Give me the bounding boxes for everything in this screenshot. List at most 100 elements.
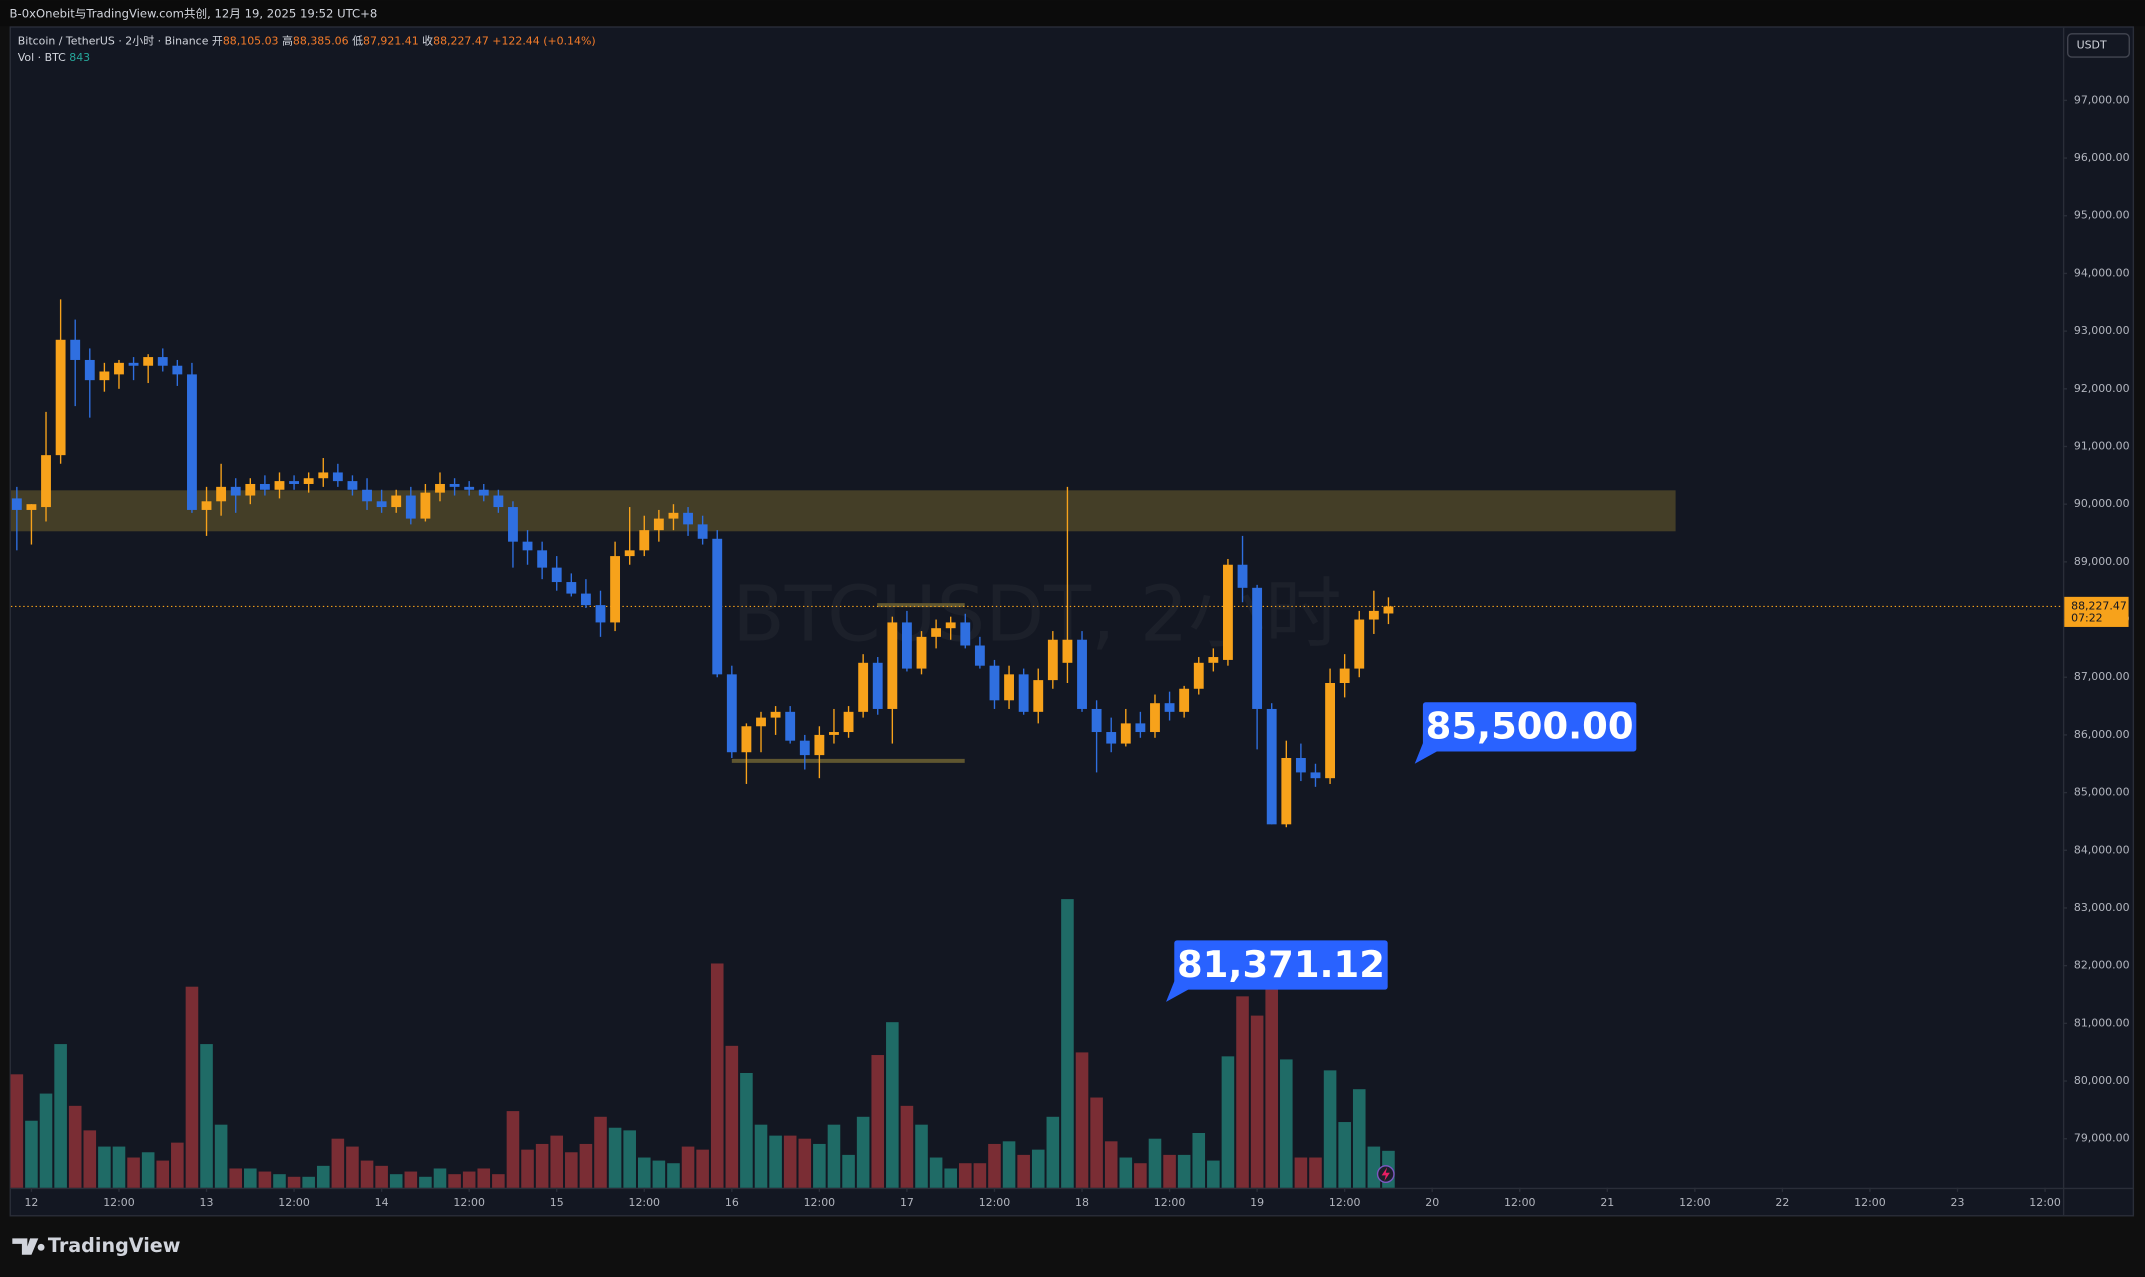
volume-bar — [477, 1168, 491, 1188]
candle-body — [1237, 564, 1248, 588]
volume-bar — [652, 1160, 666, 1188]
candle-body — [289, 481, 300, 484]
x-tick-label: 22 — [1775, 1196, 1789, 1209]
callout-label: 85,500.00 — [1426, 705, 1634, 748]
candle-body — [960, 622, 971, 646]
x-tick-label: 12:00 — [453, 1196, 485, 1209]
volume-bar — [579, 1143, 593, 1188]
volume-bar — [827, 1124, 841, 1188]
y-tick-label: 91,000.00 — [2074, 439, 2130, 452]
y-tick-label: 90,000.00 — [2074, 497, 2130, 510]
volume-bar — [710, 963, 724, 1188]
x-tick-label: 12:00 — [1154, 1196, 1186, 1209]
x-tick-label: 16 — [725, 1196, 739, 1209]
candle-body — [1368, 610, 1379, 620]
volume-bar — [54, 1044, 67, 1188]
candle-body — [1223, 564, 1233, 660]
candle-body — [580, 593, 591, 606]
volume-bar — [958, 1163, 972, 1188]
candle-body — [435, 483, 445, 493]
candle-body — [1062, 639, 1073, 663]
candle-body — [157, 357, 168, 366]
candle-body — [274, 481, 285, 490]
volume-bar — [1177, 1154, 1191, 1188]
candle-body — [70, 339, 81, 360]
candle-body — [683, 512, 693, 525]
x-tick-label: 12:00 — [2029, 1196, 2061, 1209]
candle-body — [1004, 674, 1014, 701]
volume-value: 843 — [69, 51, 90, 64]
candle-body — [1295, 757, 1306, 773]
volume-bar — [302, 1176, 315, 1188]
volume-legend: Vol · BTC 843 — [18, 51, 90, 64]
candle-body — [916, 636, 927, 669]
x-tick-label: 19 — [1250, 1196, 1264, 1209]
y-tick-label: 87,000.00 — [2074, 670, 2130, 683]
x-tick-label: 20 — [1425, 1196, 1439, 1209]
volume-title: Vol · BTC — [18, 51, 66, 64]
candle-body — [887, 622, 898, 709]
candle-body — [1033, 680, 1044, 712]
ohlc-label: 开 — [212, 34, 223, 47]
y-tick-label: 93,000.00 — [2074, 324, 2130, 337]
candle-body — [901, 622, 912, 669]
last-price-box — [2064, 596, 2129, 627]
volume-bar — [623, 1130, 636, 1188]
x-tick-label: 12:00 — [629, 1196, 661, 1209]
volume-bar — [156, 1160, 170, 1188]
volume-bar — [769, 1135, 782, 1188]
candle-body — [829, 732, 839, 735]
x-tick-label: 12:00 — [1679, 1196, 1711, 1209]
candle-body — [1106, 732, 1117, 744]
y-tick-label: 97,000.00 — [2074, 93, 2130, 106]
x-tick-label: 12:00 — [1504, 1196, 1536, 1209]
symbol: Bitcoin / TetherUS · 2小时 · Binance — [18, 34, 209, 47]
candle-body — [1018, 674, 1029, 712]
volume-bar — [10, 1074, 24, 1188]
volume-bar — [1002, 1141, 1016, 1188]
volume-bar — [856, 1116, 870, 1188]
currency: USDT — [2077, 38, 2107, 51]
candle-body — [1325, 682, 1336, 779]
volume-bar — [740, 1072, 753, 1188]
plot: BTCUSDT, 2小时 — [10, 299, 2063, 1188]
volume-bar — [433, 1168, 447, 1188]
candle-body — [216, 486, 227, 502]
candle-body — [230, 486, 241, 496]
candle-body — [362, 489, 372, 502]
title-bar: B-0xOnebit与TradingView.com共创, 12月 19, 20… — [10, 7, 378, 21]
candle-body — [391, 495, 402, 508]
volume-bar — [68, 1105, 82, 1188]
y-tick-label: 89,000.00 — [2074, 555, 2130, 568]
x-tick-label: 12:00 — [103, 1196, 135, 1209]
currency-box[interactable] — [2067, 33, 2130, 58]
volume-bar — [316, 1165, 330, 1188]
volume-bar — [1236, 996, 1249, 1188]
volume-bar — [375, 1165, 388, 1188]
candle-body — [843, 711, 854, 733]
volume-bar — [973, 1163, 987, 1188]
candle-body — [1077, 639, 1087, 709]
candle-body — [1179, 688, 1190, 712]
volume-bar — [287, 1176, 301, 1188]
volume-bar — [667, 1163, 680, 1188]
y-tick-label: 80,000.00 — [2074, 1074, 2130, 1087]
candle-body — [1091, 708, 1102, 733]
candle-body — [1252, 587, 1263, 709]
volume-bar — [725, 1045, 739, 1188]
x-tick-label: 12:00 — [979, 1196, 1011, 1209]
volume-bar — [258, 1171, 272, 1188]
candle-body — [1120, 723, 1131, 744]
volume-bar — [39, 1093, 53, 1188]
y-tick-label: 92,000.00 — [2074, 382, 2130, 395]
volume-bar — [1075, 1052, 1089, 1188]
candle-body — [405, 495, 416, 519]
candle-body — [697, 524, 708, 539]
candle-body — [595, 605, 606, 623]
volume-bar — [229, 1168, 243, 1188]
volume-bar — [1221, 1056, 1235, 1188]
volume-bar — [1148, 1138, 1162, 1188]
ohlc-value: 88,105.03 — [223, 34, 279, 47]
